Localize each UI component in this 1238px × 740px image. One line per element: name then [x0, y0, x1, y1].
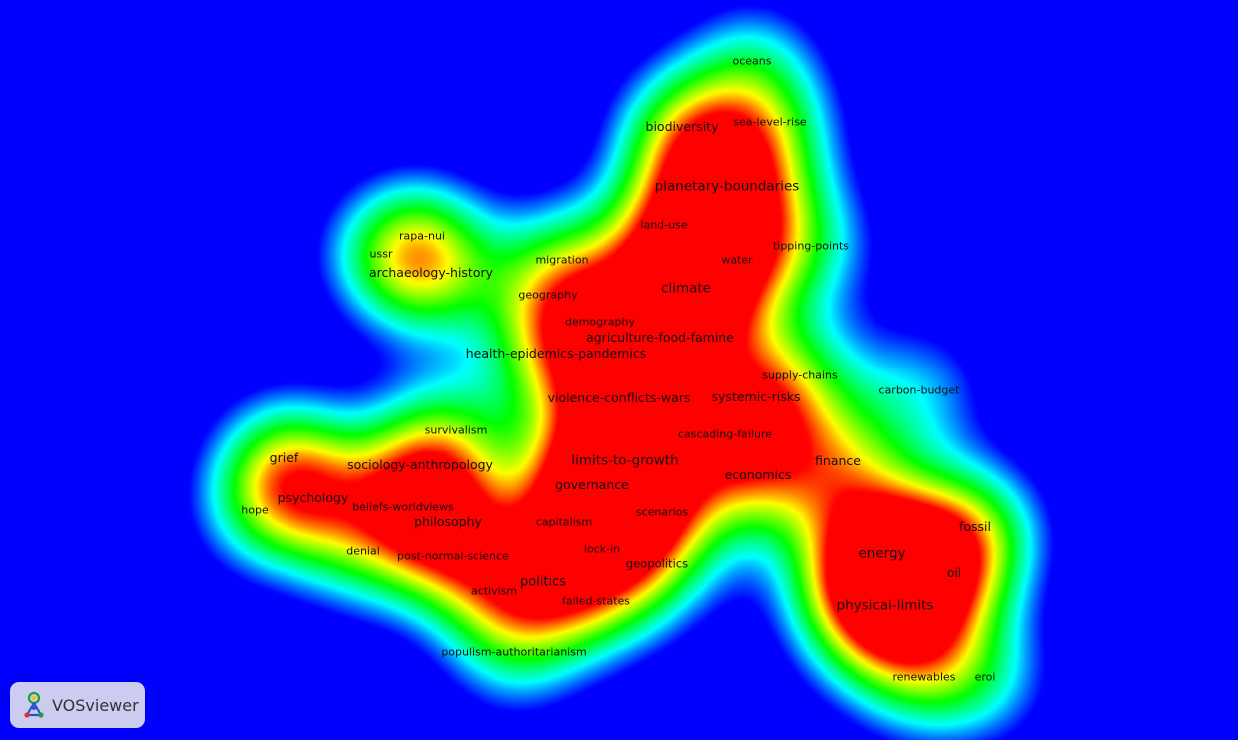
term-populism-authoritarianism[interactable]: populism-authoritarianism — [441, 645, 587, 659]
term-supply-chains[interactable]: supply-chains — [762, 368, 838, 382]
term-demography[interactable]: demography — [565, 315, 635, 329]
term-tipping-points[interactable]: tipping-points — [772, 239, 850, 253]
term-fossil[interactable]: fossil — [958, 518, 992, 534]
term-philosophy[interactable]: philosophy — [414, 513, 482, 529]
term-climate[interactable]: climate — [661, 280, 711, 297]
term-physical-limits[interactable]: physical-limits — [836, 597, 934, 614]
term-sea-level-rise[interactable]: sea-level-rise — [733, 115, 807, 129]
term-cascading-failure[interactable]: cascading-failure — [677, 427, 773, 441]
term-lock-in[interactable]: lock-in — [583, 542, 621, 556]
term-health-epidemics-pandemics[interactable]: health-epidemics-pandemics — [465, 345, 647, 361]
term-limits-to-growth[interactable]: limits-to-growth — [571, 452, 679, 469]
term-survivalism[interactable]: survivalism — [424, 423, 488, 437]
term-geography[interactable]: geography — [518, 288, 578, 302]
vosviewer-logo-icon — [24, 691, 44, 718]
term-agriculture-food-famine[interactable]: agriculture-food-famine — [586, 329, 734, 345]
term-renewables[interactable]: renewables — [892, 670, 956, 684]
term-migration[interactable]: migration — [535, 253, 589, 267]
term-systemic-risks[interactable]: systemic-risks — [711, 388, 801, 404]
term-ussr[interactable]: ussr — [369, 247, 393, 261]
term-oceans[interactable]: oceans — [732, 54, 772, 68]
term-politics[interactable]: politics — [519, 574, 567, 590]
term-planetary-boundaries[interactable]: planetary-boundaries — [654, 178, 800, 195]
term-land-use[interactable]: land-use — [640, 218, 688, 232]
term-beliefs-worldviews[interactable]: beliefs-worldviews — [352, 500, 454, 514]
term-carbon-budget[interactable]: carbon-budget — [878, 383, 960, 397]
term-governance[interactable]: governance — [555, 476, 629, 492]
term-finance[interactable]: finance — [815, 452, 861, 468]
term-sociology-anthropology[interactable]: sociology-anthropology — [347, 456, 493, 472]
term-rapa-nui[interactable]: rapa-nui — [399, 229, 445, 243]
term-failed-states[interactable]: failed-states — [561, 594, 631, 608]
term-capitalism[interactable]: capitalism — [535, 515, 593, 529]
app-name: VOSviewer — [52, 695, 139, 715]
term-archaeology-history[interactable]: archaeology-history — [368, 264, 494, 280]
term-eroi[interactable]: eroi — [974, 670, 996, 684]
term-grief[interactable]: grief — [269, 449, 299, 465]
term-biodiversity[interactable]: biodiversity — [645, 118, 719, 134]
term-economics[interactable]: economics — [724, 466, 792, 482]
term-geopolitics[interactable]: geopolitics — [625, 556, 689, 571]
term-denial[interactable]: denial — [346, 544, 380, 558]
term-violence-conflicts-wars[interactable]: violence-conflicts-wars — [547, 389, 691, 405]
term-scenarios[interactable]: scenarios — [635, 505, 689, 519]
term-hope[interactable]: hope — [241, 503, 269, 517]
term-water[interactable]: water — [721, 253, 753, 267]
term-post-normal-science[interactable]: post-normal-science — [397, 549, 509, 563]
term-psychology[interactable]: psychology — [277, 489, 349, 505]
vosviewer-badge[interactable]: VOSviewer — [10, 682, 145, 728]
term-activism[interactable]: activism — [470, 584, 518, 598]
term-oil[interactable]: oil — [946, 566, 962, 580]
term-energy[interactable]: energy — [858, 545, 906, 562]
